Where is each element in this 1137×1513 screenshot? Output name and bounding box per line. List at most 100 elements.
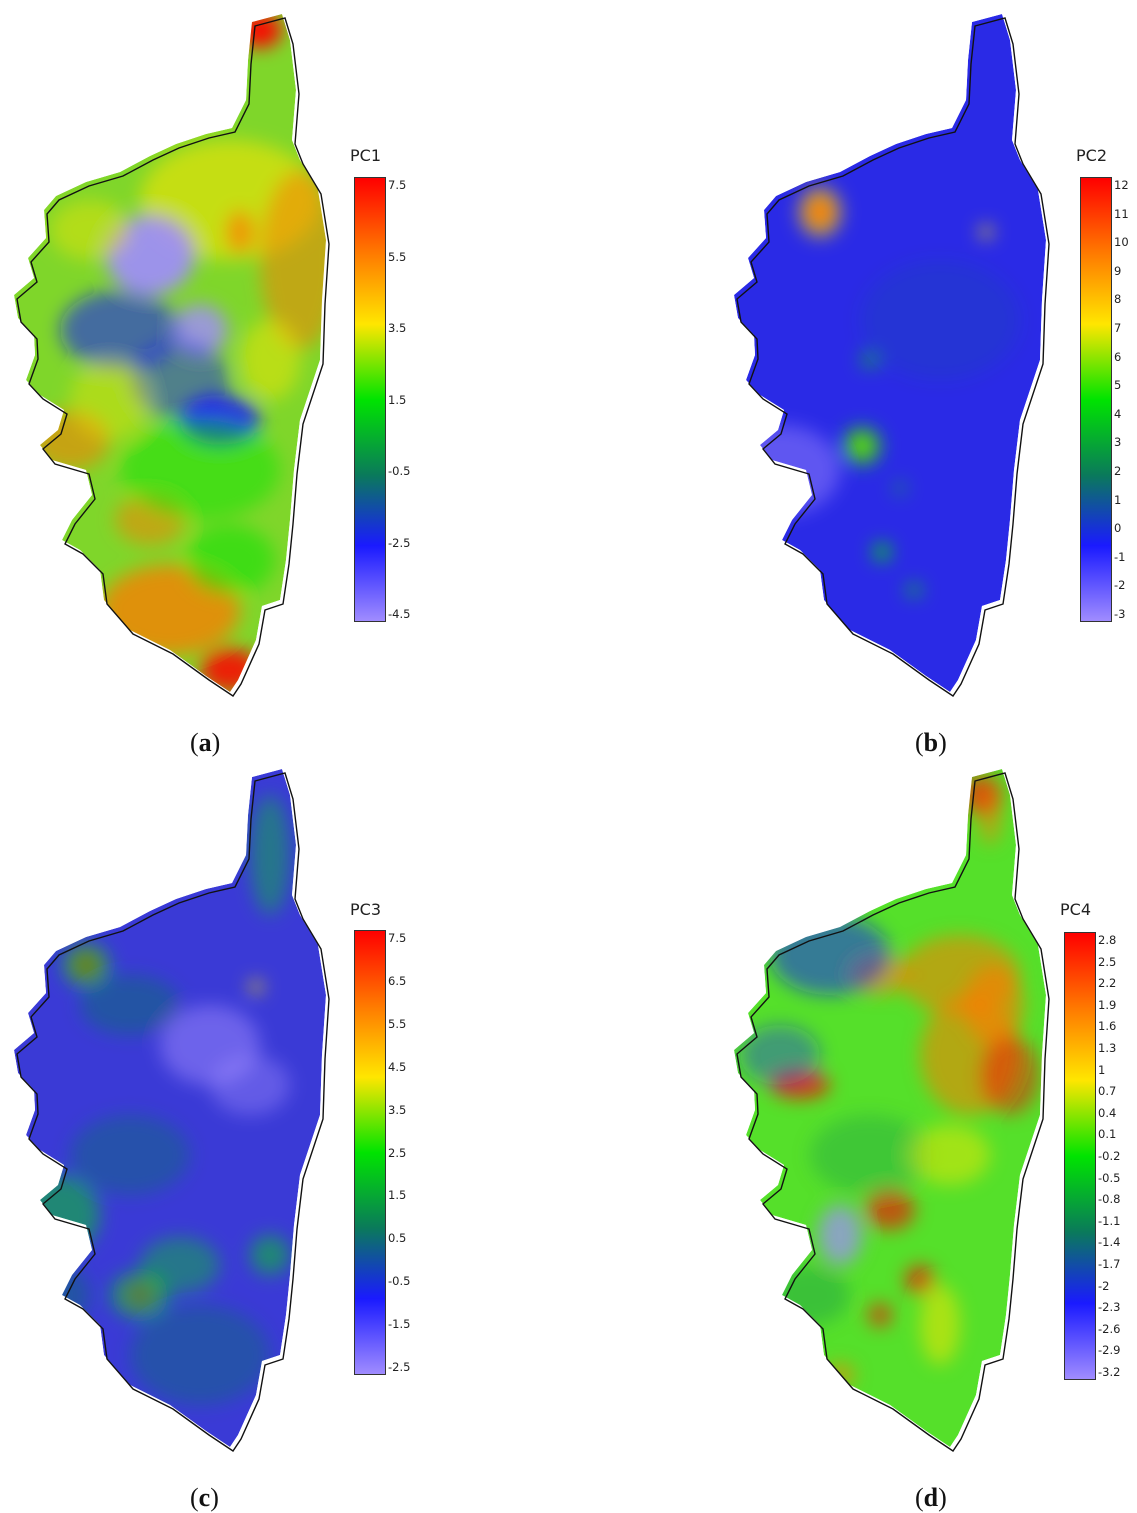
value-patch: [873, 543, 891, 561]
legend-tick-label: 1.9: [1098, 997, 1117, 1012]
value-patch: [860, 260, 1020, 380]
legend-tick-label: -1.7: [1098, 1257, 1121, 1271]
legend-tick-label: 3.5: [388, 321, 407, 335]
value-patch: [734, 425, 840, 515]
value-patch: [210, 1055, 290, 1115]
value-patch: [868, 1303, 892, 1327]
legend-tick-label: -4.5: [388, 607, 411, 621]
legend-tick-label: -0.5: [388, 1274, 411, 1289]
legend-title: PC4: [1060, 900, 1091, 919]
legend-color-bar: [354, 930, 386, 1375]
coastline-outline: [16, 772, 330, 1452]
legend-tick-label: 9: [1114, 263, 1122, 278]
legend-tick-label: 7.5: [388, 178, 407, 192]
legend-tick-label: 5: [1114, 378, 1122, 393]
panel-letter: a: [198, 728, 212, 757]
legend-title: PC1: [350, 146, 381, 165]
island-map: [734, 769, 1050, 1452]
legend-tick-label: -2.3: [1098, 1300, 1121, 1315]
legend-tick-label: 2.5: [388, 1145, 407, 1160]
island-map: [14, 14, 330, 697]
value-patch: [20, 1175, 100, 1255]
value-patch: [818, 1205, 862, 1265]
legend-tick-label: 1.6: [1098, 1019, 1117, 1034]
value-patch: [260, 170, 326, 350]
legend-tick-label: 7: [1114, 321, 1122, 335]
panel-c: PC3 7.5 6.5 5.5 4.5 3.5 2.5 1.5 0.5 -0.5 -1.5 -2.5 (…: [0, 755, 560, 1512]
value-patch: [920, 1285, 960, 1365]
legend-tick-label: 12: [1114, 178, 1129, 192]
value-patch: [894, 482, 906, 494]
value-patch: [250, 981, 262, 993]
coastline-outline: [736, 772, 1050, 1452]
legend-tick-label: 3: [1114, 435, 1122, 450]
legend-tick-label: -3.2: [1098, 1365, 1121, 1379]
value-patch: [130, 1305, 270, 1405]
legend-tick-label: -2.9: [1098, 1343, 1121, 1358]
legend-tick-label: -0.5: [388, 464, 411, 478]
value-patch: [185, 525, 275, 595]
value-patch: [842, 426, 882, 466]
legend-tick-label: 2.2: [1098, 976, 1117, 991]
legend-tick-label: -0.5: [1098, 1170, 1121, 1185]
panel-caption: (b): [915, 728, 947, 757]
panel-letter: b: [923, 728, 939, 757]
panel-caption: (d): [915, 1483, 947, 1512]
value-patch: [865, 1190, 915, 1230]
legend-tick-label: -2: [1098, 1278, 1110, 1293]
legend-tick-label: -2: [1114, 578, 1126, 593]
legend-tick-label: 0.7: [1098, 1084, 1117, 1099]
value-patch: [740, 1025, 820, 1085]
value-patch: [770, 915, 890, 995]
value-patch: [70, 1115, 190, 1195]
value-patch: [120, 420, 280, 520]
value-patch: [860, 352, 880, 368]
legend-tick-label: 4: [1114, 406, 1122, 421]
legend-tick-label: 7.5: [388, 931, 407, 945]
legend-tick-label: -3: [1114, 607, 1126, 621]
legend-color-bar: [1080, 177, 1112, 622]
legend-tick-label: 0.5: [388, 1231, 407, 1246]
coastline-outline: [736, 17, 1050, 697]
legend-tick-label: 1: [1098, 1062, 1106, 1077]
value-patch: [140, 1237, 220, 1293]
value-patch: [30, 1265, 90, 1325]
value-patch: [980, 1035, 1040, 1115]
panel-letter: c: [198, 1483, 211, 1512]
legend-tick-label: 8: [1114, 292, 1122, 307]
panel-caption: (c): [190, 1483, 219, 1512]
legend-tick-label: 0.4: [1098, 1105, 1117, 1120]
value-patch: [910, 1125, 990, 1185]
legend-tick-label: 0.1: [1098, 1127, 1117, 1142]
legend-tick-label: 4.5: [388, 1059, 407, 1074]
value-patch: [980, 226, 992, 238]
value-patch: [226, 210, 254, 254]
value-patch: [50, 200, 130, 260]
legend-color-bar: [1064, 932, 1096, 1380]
legend-tick-label: 1.5: [388, 1188, 407, 1203]
legend-title: PC2: [1076, 146, 1107, 165]
value-patch: [978, 785, 1002, 845]
legend-tick-label: 2: [1114, 464, 1122, 478]
legend-tick-label: -1.1: [1098, 1213, 1121, 1228]
legend-tick-label: 1.3: [1098, 1041, 1117, 1055]
legend-tick-label: -2.6: [1098, 1321, 1121, 1336]
legend-tick-label: 1: [1114, 492, 1122, 507]
legend-tick-label: 2.5: [1098, 954, 1117, 969]
legend-tick-label: 11: [1114, 206, 1129, 221]
island-map: [14, 769, 330, 1452]
value-patch: [70, 360, 150, 440]
value-patch: [906, 584, 922, 596]
legend-tick-label: 5.5: [388, 249, 407, 264]
map-base-fill: [14, 769, 326, 1447]
value-patch: [905, 1265, 935, 1295]
legend-tick-label: -0.8: [1098, 1192, 1121, 1207]
island-map: [734, 14, 1050, 697]
legend-tick-label: 2.8: [1098, 933, 1117, 947]
panel-a: PC1 7.5 5.5 3.5 1.5 -0.5 -2.5 -4.5 (a): [0, 0, 560, 757]
legend-tick-label: 0: [1114, 521, 1122, 536]
legend-color-bar: [354, 177, 386, 622]
legend-tick-label: 6.5: [388, 973, 407, 988]
legend-tick-label: 1.5: [388, 392, 407, 407]
value-patch: [250, 1235, 290, 1275]
